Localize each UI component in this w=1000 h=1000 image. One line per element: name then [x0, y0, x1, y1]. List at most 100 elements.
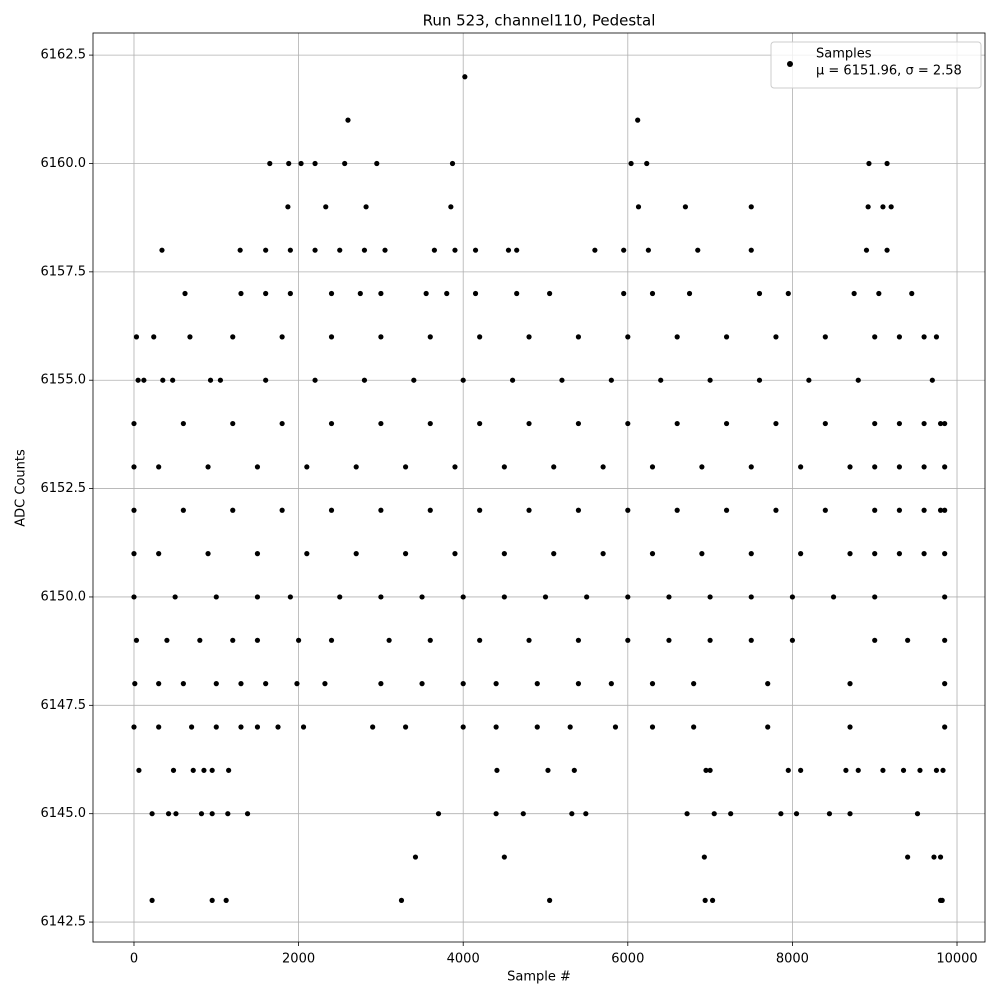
- point: [847, 811, 853, 817]
- point: [149, 811, 155, 817]
- point: [937, 507, 944, 513]
- point: [322, 681, 328, 687]
- point: [723, 507, 730, 513]
- point: [847, 551, 853, 557]
- point: [612, 724, 619, 730]
- point: [773, 420, 779, 427]
- point: [198, 811, 205, 817]
- point: [748, 204, 754, 210]
- point: [230, 420, 236, 427]
- point: [423, 290, 429, 297]
- point: [493, 811, 499, 817]
- point: [847, 724, 853, 730]
- point: [872, 594, 878, 600]
- point: [933, 767, 940, 773]
- point: [382, 247, 388, 253]
- point: [826, 811, 833, 817]
- point: [279, 334, 285, 340]
- point: [773, 507, 779, 513]
- point: [230, 637, 236, 643]
- point: [691, 681, 697, 687]
- point: [213, 594, 219, 600]
- point: [230, 507, 236, 513]
- point: [711, 811, 717, 817]
- point: [822, 334, 828, 340]
- point: [621, 290, 627, 297]
- point: [756, 290, 763, 297]
- y-tick-label: 6142.5: [41, 915, 87, 930]
- point: [254, 724, 261, 730]
- point: [600, 464, 606, 470]
- point: [584, 594, 590, 600]
- chart-title: Run 523, channel110, Pedestal: [423, 12, 656, 30]
- point: [921, 464, 927, 470]
- point: [411, 377, 417, 383]
- point: [295, 637, 302, 643]
- point: [748, 637, 754, 643]
- point: [865, 204, 871, 210]
- point: [625, 594, 631, 600]
- point: [880, 204, 886, 210]
- point: [793, 811, 800, 817]
- point: [872, 464, 878, 470]
- point: [682, 204, 689, 210]
- point: [361, 377, 368, 383]
- point: [863, 247, 870, 253]
- point: [300, 724, 307, 730]
- point: [472, 247, 479, 253]
- point: [872, 420, 878, 427]
- point: [905, 637, 911, 643]
- point: [304, 464, 310, 470]
- point: [133, 334, 140, 340]
- point: [942, 637, 948, 643]
- point: [286, 160, 292, 167]
- point: [180, 507, 186, 513]
- point: [939, 897, 945, 903]
- point: [449, 160, 456, 167]
- legend-marker: [787, 61, 793, 67]
- point: [872, 637, 878, 643]
- point: [131, 464, 137, 470]
- point: [942, 420, 948, 427]
- point: [699, 464, 705, 470]
- point: [431, 247, 437, 253]
- y-tick-label: 6152.5: [41, 481, 87, 496]
- legend: Samples μ = 6151.96, σ = 2.58: [770, 41, 982, 89]
- point: [526, 637, 532, 643]
- point: [170, 767, 177, 773]
- y-tick-label: 6150.0: [41, 589, 87, 604]
- point: [526, 420, 532, 427]
- y-tick-label: 6155.0: [41, 373, 87, 388]
- point: [884, 160, 890, 167]
- point: [929, 377, 935, 383]
- legend-label: Samples: [816, 47, 872, 62]
- point: [575, 681, 582, 687]
- point: [294, 681, 300, 687]
- point: [575, 420, 582, 427]
- point: [872, 507, 878, 513]
- point: [942, 507, 948, 513]
- point: [785, 290, 791, 297]
- point: [427, 334, 433, 340]
- point: [156, 681, 162, 687]
- point: [452, 247, 458, 253]
- point: [173, 811, 179, 817]
- point: [131, 594, 137, 600]
- point: [703, 767, 709, 773]
- point: [225, 811, 231, 817]
- point: [452, 464, 458, 470]
- point: [402, 724, 409, 730]
- point: [748, 247, 754, 253]
- point: [855, 767, 861, 773]
- point: [608, 377, 614, 383]
- point: [182, 290, 188, 297]
- point: [707, 594, 713, 600]
- point: [888, 204, 894, 210]
- point: [230, 334, 236, 340]
- point: [884, 247, 890, 253]
- point: [172, 594, 178, 600]
- point: [501, 551, 507, 557]
- point: [542, 594, 549, 600]
- point: [843, 767, 849, 773]
